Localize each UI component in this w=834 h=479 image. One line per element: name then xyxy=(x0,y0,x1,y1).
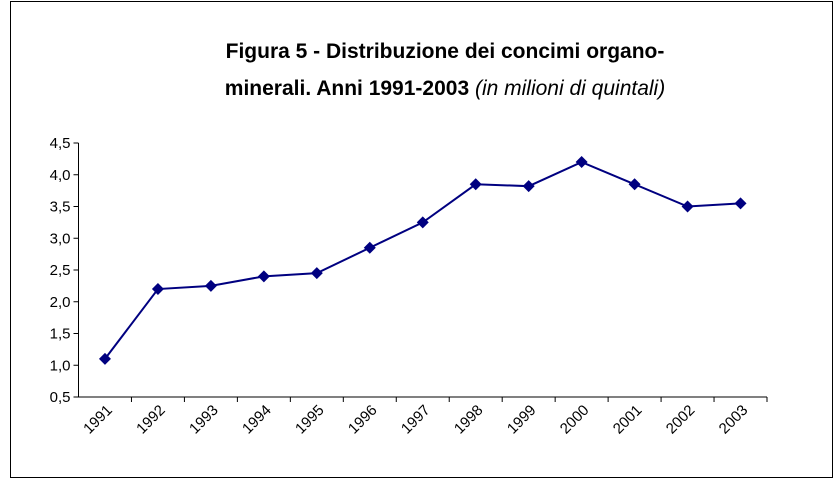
chart-title-line: minerali. Anni 1991-2003 (in milioni di … xyxy=(225,77,665,100)
y-tick-label: 1,5 xyxy=(50,326,71,343)
marker xyxy=(628,178,641,191)
y-tick-label: 3,0 xyxy=(50,230,71,247)
marker xyxy=(151,283,164,296)
chart-title: minerali. Anni 1991-2003 xyxy=(225,77,469,100)
marker xyxy=(204,279,217,292)
chart-frame xyxy=(10,1,833,478)
y-tick-label: 2,5 xyxy=(50,262,71,279)
y-tick-label: 2,0 xyxy=(50,294,71,311)
marker xyxy=(98,352,111,365)
y-tick-label: 4,0 xyxy=(50,167,71,184)
marker xyxy=(522,180,535,193)
chart-subtitle: (in milioni di quintali) xyxy=(475,77,665,100)
y-tick-label: 3,5 xyxy=(50,199,71,216)
marker xyxy=(310,267,323,280)
chart-title: Figura 5 - Distribuzione dei concimi org… xyxy=(226,40,665,63)
marker xyxy=(734,197,747,210)
marker xyxy=(469,178,482,191)
marker xyxy=(416,216,429,229)
y-tick-label: 1,0 xyxy=(50,357,71,374)
marker xyxy=(257,270,270,283)
marker xyxy=(681,200,694,213)
y-tick-label: 0,5 xyxy=(50,389,71,406)
marker xyxy=(363,241,376,254)
y-tick-label: 4,5 xyxy=(50,135,71,152)
marker xyxy=(575,156,588,169)
